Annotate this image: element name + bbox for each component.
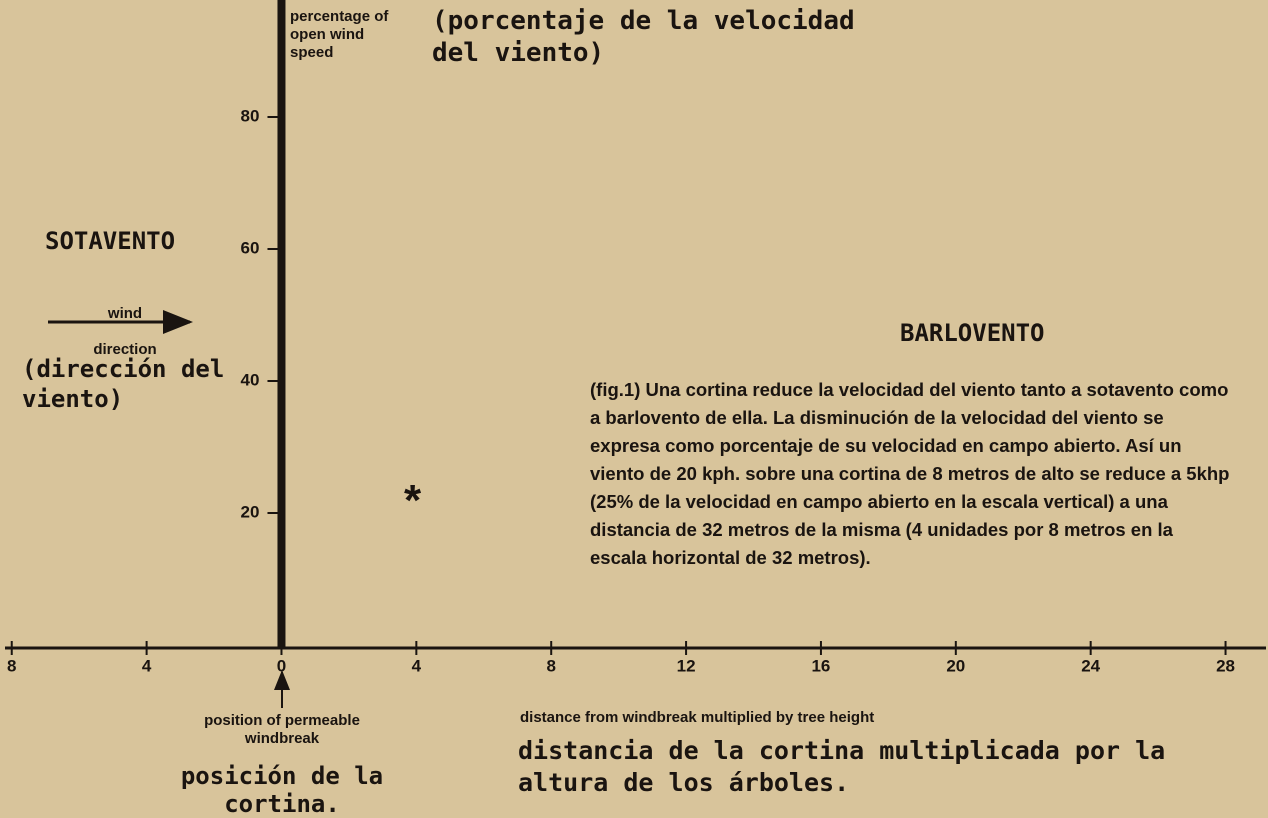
x-tick-label: 4	[142, 656, 152, 675]
x-tick-label: 12	[677, 656, 696, 675]
right-label: BARLOVENTO	[900, 318, 1045, 348]
x-label-es: distancia de la cortina multiplicada por…	[518, 735, 1238, 799]
y-tick-label: 20	[241, 502, 260, 521]
x-tick-label: 8	[546, 656, 555, 675]
x-tick-label: 8	[7, 656, 16, 675]
x-tick-label: 20	[946, 656, 965, 675]
left-label: SOTAVENTO	[45, 226, 175, 256]
x-tick-label: 28	[1216, 656, 1235, 675]
x-tick-label: 4	[412, 656, 422, 675]
x-tick-label: 24	[1081, 656, 1100, 675]
caption: (fig.1) Una cortina reduce la velocidad …	[590, 376, 1230, 572]
marker: *	[404, 476, 421, 526]
windbreak-label: position of permeable windbreak	[172, 712, 392, 748]
x-tick-label: 0	[277, 656, 286, 675]
page: 84048121620242820406080 percentage of op…	[0, 0, 1268, 818]
y-axis	[277, 0, 285, 648]
wind-label-es: (dirección del viento)	[22, 354, 252, 414]
x-tick-label: 16	[811, 656, 830, 675]
x-label: distance from windbreak multiplied by tr…	[520, 709, 874, 727]
y-tick-label: 60	[241, 238, 260, 257]
y-tick-label: 80	[241, 106, 260, 125]
y-label-es: (porcentaje de la velocidad del viento)	[432, 5, 912, 69]
windbreak-label-es: posición de la cortina.	[172, 762, 392, 818]
y-label: percentage of open wind speed	[290, 8, 405, 62]
